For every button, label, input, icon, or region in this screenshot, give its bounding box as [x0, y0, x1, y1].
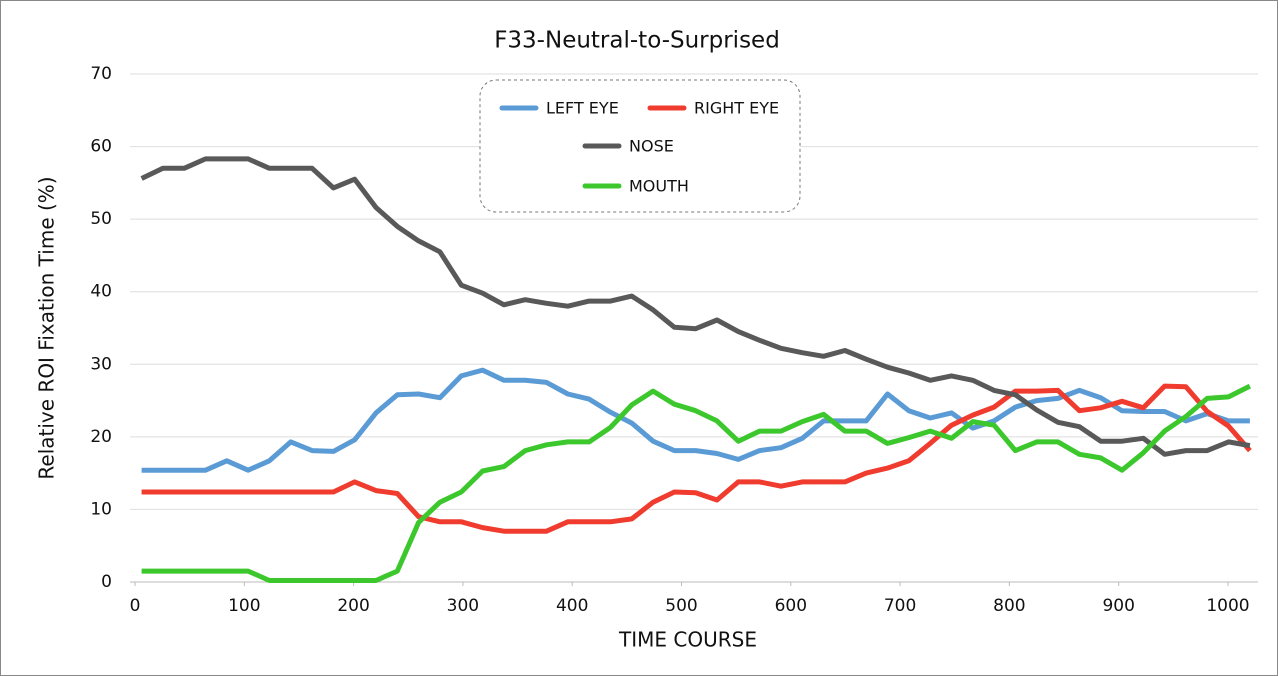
x-tick-label: 300: [447, 596, 479, 616]
y-tick-label: 0: [101, 572, 112, 592]
x-tick-label: 800: [993, 596, 1025, 616]
series-line: [140, 156, 1251, 457]
y-tick-label: 60: [90, 137, 112, 157]
legend-label: RIGHT EYE: [694, 99, 779, 118]
series-line: [141, 383, 1252, 583]
x-tick-label: 900: [1102, 596, 1134, 616]
chart-title: F33-Neutral-to-Surprised: [494, 28, 780, 54]
y-tick-label: 70: [90, 64, 112, 84]
x-tick-label: 700: [884, 596, 916, 616]
x-tick-label: 1000: [1206, 596, 1249, 616]
legend-label: LEFT EYE: [546, 99, 619, 118]
legend-label: MOUTH: [629, 177, 689, 196]
y-tick-label: 10: [90, 499, 112, 519]
legend: LEFT EYE RIGHT EYE NOSE MOUTH: [479, 79, 801, 213]
y-axis-label: Relative ROI Fixation Time (%): [35, 176, 59, 479]
x-tick-label: 0: [130, 596, 141, 616]
x-axis-label: TIME COURSE: [618, 628, 757, 652]
y-tick-label: 40: [90, 282, 112, 302]
x-tick-label: 200: [337, 596, 369, 616]
x-tick-label: 100: [228, 596, 260, 616]
legend-label: NOSE: [629, 137, 674, 156]
legend-box: [479, 79, 801, 213]
series-line: [141, 383, 1252, 534]
y-tick-label: 20: [90, 427, 112, 447]
y-tick-label: 50: [90, 209, 112, 229]
x-tick-label: 400: [556, 596, 588, 616]
x-tick-label: 600: [775, 596, 807, 616]
x-tick-label: 500: [665, 596, 697, 616]
y-tick-label: 30: [90, 354, 112, 374]
